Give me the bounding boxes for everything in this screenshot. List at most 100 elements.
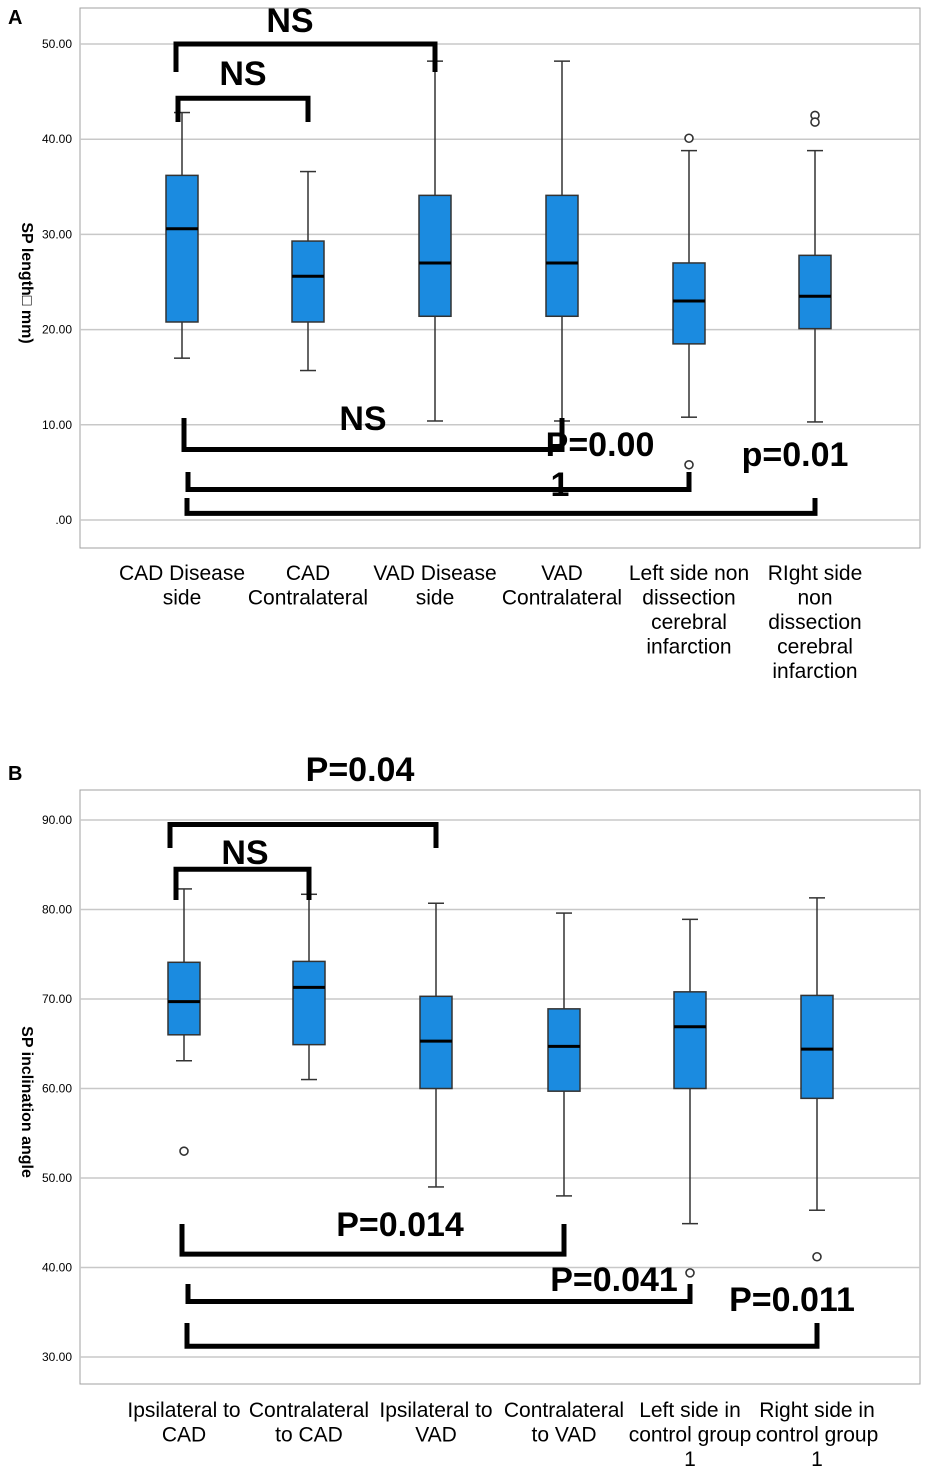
- x-category-line: Right side in: [759, 1399, 875, 1422]
- iqr-box: [800, 994, 834, 1100]
- significance-label-line: 1: [551, 466, 570, 504]
- x-category-line: 1: [684, 1448, 696, 1471]
- y-tick-label: 50.00: [42, 37, 72, 51]
- significance-label: NS: [266, 2, 313, 40]
- y-tick-label: 40.00: [42, 132, 72, 146]
- box-1: [167, 888, 201, 1156]
- iqr-box: [418, 194, 452, 318]
- significance-label-line: p=0.01: [742, 436, 849, 474]
- x-category-label: Left side non dissection cerebral infarctio…: [629, 562, 749, 659]
- x-category-line: to VAD: [532, 1424, 597, 1447]
- iqr-box: [798, 254, 832, 330]
- outlier-point: [810, 117, 820, 127]
- x-category-label: Left side in control group 1: [629, 1399, 752, 1471]
- x-category-line: CAD: [286, 562, 330, 585]
- iqr-box: [291, 240, 325, 323]
- significance-bracket: [181, 418, 565, 453]
- y-tick-label: 30.00: [42, 227, 72, 241]
- x-category-line: cerebral: [651, 611, 727, 634]
- significance-label: P=0.014: [336, 1206, 464, 1244]
- x-category-line: CAD: [162, 1424, 206, 1447]
- x-category-label: Ipsilateral to VAD: [379, 1399, 492, 1447]
- iqr-box: [292, 960, 326, 1046]
- box-1: [165, 111, 199, 359]
- significance-label-line: NS: [221, 834, 268, 872]
- x-category-label: Contralateral to VAD: [504, 1399, 624, 1447]
- x-category-line: side: [416, 587, 455, 610]
- significance-bracket: [184, 498, 818, 516]
- x-category-label: RIght side non dissection cerebral infarctio…: [768, 562, 863, 683]
- x-category-label: Right side in control group 1: [756, 1399, 879, 1471]
- x-category-line: non: [797, 587, 832, 610]
- plot-frame: [79, 789, 921, 1385]
- significance-label-line: P=0.011: [729, 1281, 855, 1319]
- y-tick-label: 40.00: [42, 1261, 72, 1275]
- iqr-box: [547, 1008, 581, 1092]
- x-category-line: Ipsilateral to: [127, 1399, 240, 1422]
- significance-bracket: [185, 472, 692, 493]
- x-category-line: dissection: [768, 611, 861, 634]
- panel-B: B 30.00 40.00 50.00 60.00 70.00 80.00 90.00 SP i…: [8, 751, 921, 1471]
- significance-label: P=0.041: [550, 1261, 678, 1299]
- significance-bracket: [185, 1284, 693, 1305]
- significance-label-line: NS: [339, 400, 386, 438]
- box-3: [418, 60, 452, 422]
- box-5: [673, 918, 707, 1278]
- y-tick-label: .00: [55, 513, 72, 527]
- y-axis-label: SP length□ mm): [18, 222, 35, 343]
- outlier-point: [684, 459, 694, 470]
- x-category-line: VAD: [541, 562, 583, 585]
- significance-label: p=0.01: [742, 436, 849, 474]
- box-6: [798, 110, 832, 423]
- x-category-label: Contralateral to CAD: [249, 1399, 369, 1447]
- y-tick-label: 20.00: [42, 323, 72, 337]
- panel-letter: A: [8, 7, 22, 29]
- y-tick-label: 10.00: [42, 418, 72, 432]
- iqr-box: [167, 961, 201, 1036]
- iqr-box: [672, 262, 706, 345]
- x-category-line: cerebral: [777, 636, 853, 659]
- x-category-line: control group: [756, 1424, 879, 1447]
- x-category-line: RIght side: [768, 562, 863, 585]
- significance-label-line: P=0.041: [550, 1261, 678, 1299]
- x-category-label: CAD Contralateral: [248, 562, 368, 610]
- y-tick-label: 60.00: [42, 1082, 72, 1096]
- plot-frame: [79, 7, 921, 549]
- outlier-point: [179, 1146, 189, 1156]
- significance-label-line: P=0.014: [336, 1206, 464, 1244]
- panel-letter: B: [8, 763, 22, 785]
- y-tick-label: 30.00: [42, 1350, 72, 1364]
- x-category-line: CAD Disease: [119, 562, 245, 585]
- box-5: [672, 133, 706, 470]
- box-2: [291, 170, 325, 372]
- significance-label-line: P=0.00: [546, 426, 655, 464]
- x-category-line: Contralateral: [249, 1399, 369, 1422]
- x-category-line: Contralateral: [504, 1399, 624, 1422]
- box-4: [547, 912, 581, 1197]
- outlier-point: [685, 1268, 695, 1278]
- x-category-line: infarction: [646, 636, 731, 659]
- significance-label-line: NS: [266, 2, 313, 40]
- x-category-line: infarction: [772, 660, 857, 683]
- y-axis-label: SP inclination angle: [18, 1026, 35, 1178]
- significance-label: P=0.00 1: [546, 426, 655, 504]
- x-category-line: VAD Disease: [373, 562, 496, 585]
- x-category-line: Contralateral: [248, 587, 368, 610]
- significance-bracket: [184, 1323, 820, 1349]
- significance-label-line: NS: [219, 55, 266, 93]
- y-tick-label: 90.00: [42, 813, 72, 827]
- significance-label: P=0.04: [306, 751, 415, 789]
- x-category-label: VAD Disease side: [373, 562, 496, 610]
- y-tick-label: 50.00: [42, 1171, 72, 1185]
- x-category-line: Contralateral: [502, 587, 622, 610]
- x-category-line: control group: [629, 1424, 752, 1447]
- x-category-line: Ipsilateral to: [379, 1399, 492, 1422]
- box-2: [292, 893, 326, 1081]
- iqr-box: [165, 174, 199, 323]
- y-tick-label: 70.00: [42, 992, 72, 1006]
- x-category-line: dissection: [642, 587, 735, 610]
- significance-bracket: [173, 866, 312, 900]
- iqr-box: [545, 194, 579, 318]
- significance-label: NS: [221, 834, 268, 872]
- box-4: [545, 60, 579, 422]
